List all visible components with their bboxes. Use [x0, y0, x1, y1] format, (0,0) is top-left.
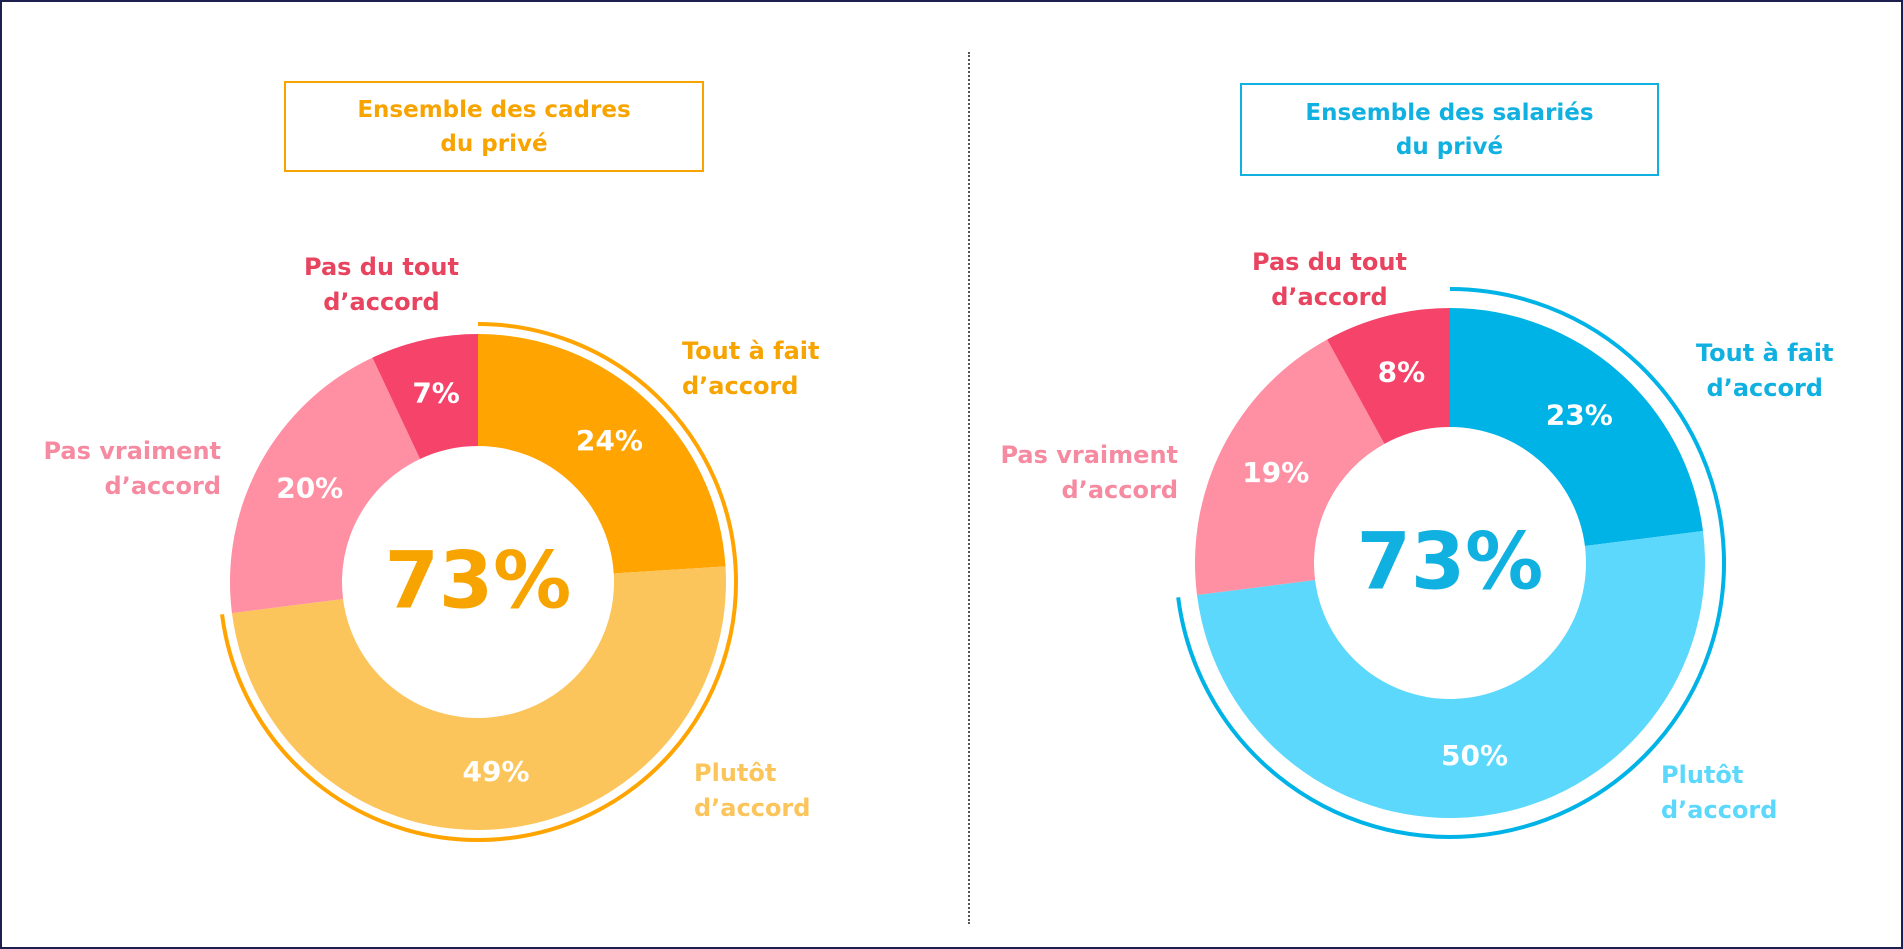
value-label: 19%	[1242, 456, 1309, 489]
category-label: Pas du tout d’accord	[1252, 248, 1407, 311]
value-label: 50%	[1441, 739, 1508, 772]
donut-segment	[1197, 531, 1705, 819]
value-label: 24%	[576, 424, 643, 457]
category-label: Tout à fait d’accord	[682, 337, 820, 400]
donut-segment	[229, 357, 421, 614]
category-label: Plutôt d’accord	[694, 759, 811, 822]
category-label: Pas vraiment d’accord	[1000, 441, 1178, 504]
category-label: Tout à fait d’accord	[1696, 339, 1834, 402]
center-label: 73%	[385, 536, 572, 626]
agree-bracket	[220, 322, 738, 842]
donut-segment	[372, 334, 478, 459]
chart-title: Ensemble des salariés du privé	[1240, 83, 1659, 176]
value-label: 8%	[1378, 356, 1426, 389]
divider	[968, 52, 970, 924]
value-label: 20%	[276, 472, 343, 505]
donut-segment	[1450, 308, 1703, 546]
chart-title: Ensemble des cadres du privé	[284, 81, 704, 172]
category-label: Pas vraiment d’accord	[43, 437, 221, 500]
center-label: 73%	[1357, 517, 1544, 607]
category-label: Plutôt d’accord	[1661, 761, 1778, 824]
value-label: 7%	[412, 377, 460, 410]
value-label: 23%	[1546, 398, 1613, 431]
value-label: 49%	[463, 755, 530, 788]
donut-segment	[1327, 308, 1450, 444]
category-label: Pas du tout d’accord	[304, 253, 459, 316]
agree-bracket	[1176, 287, 1726, 839]
donut-segment	[231, 566, 726, 830]
donut-segment	[478, 334, 726, 574]
donut-segment	[1195, 339, 1385, 595]
